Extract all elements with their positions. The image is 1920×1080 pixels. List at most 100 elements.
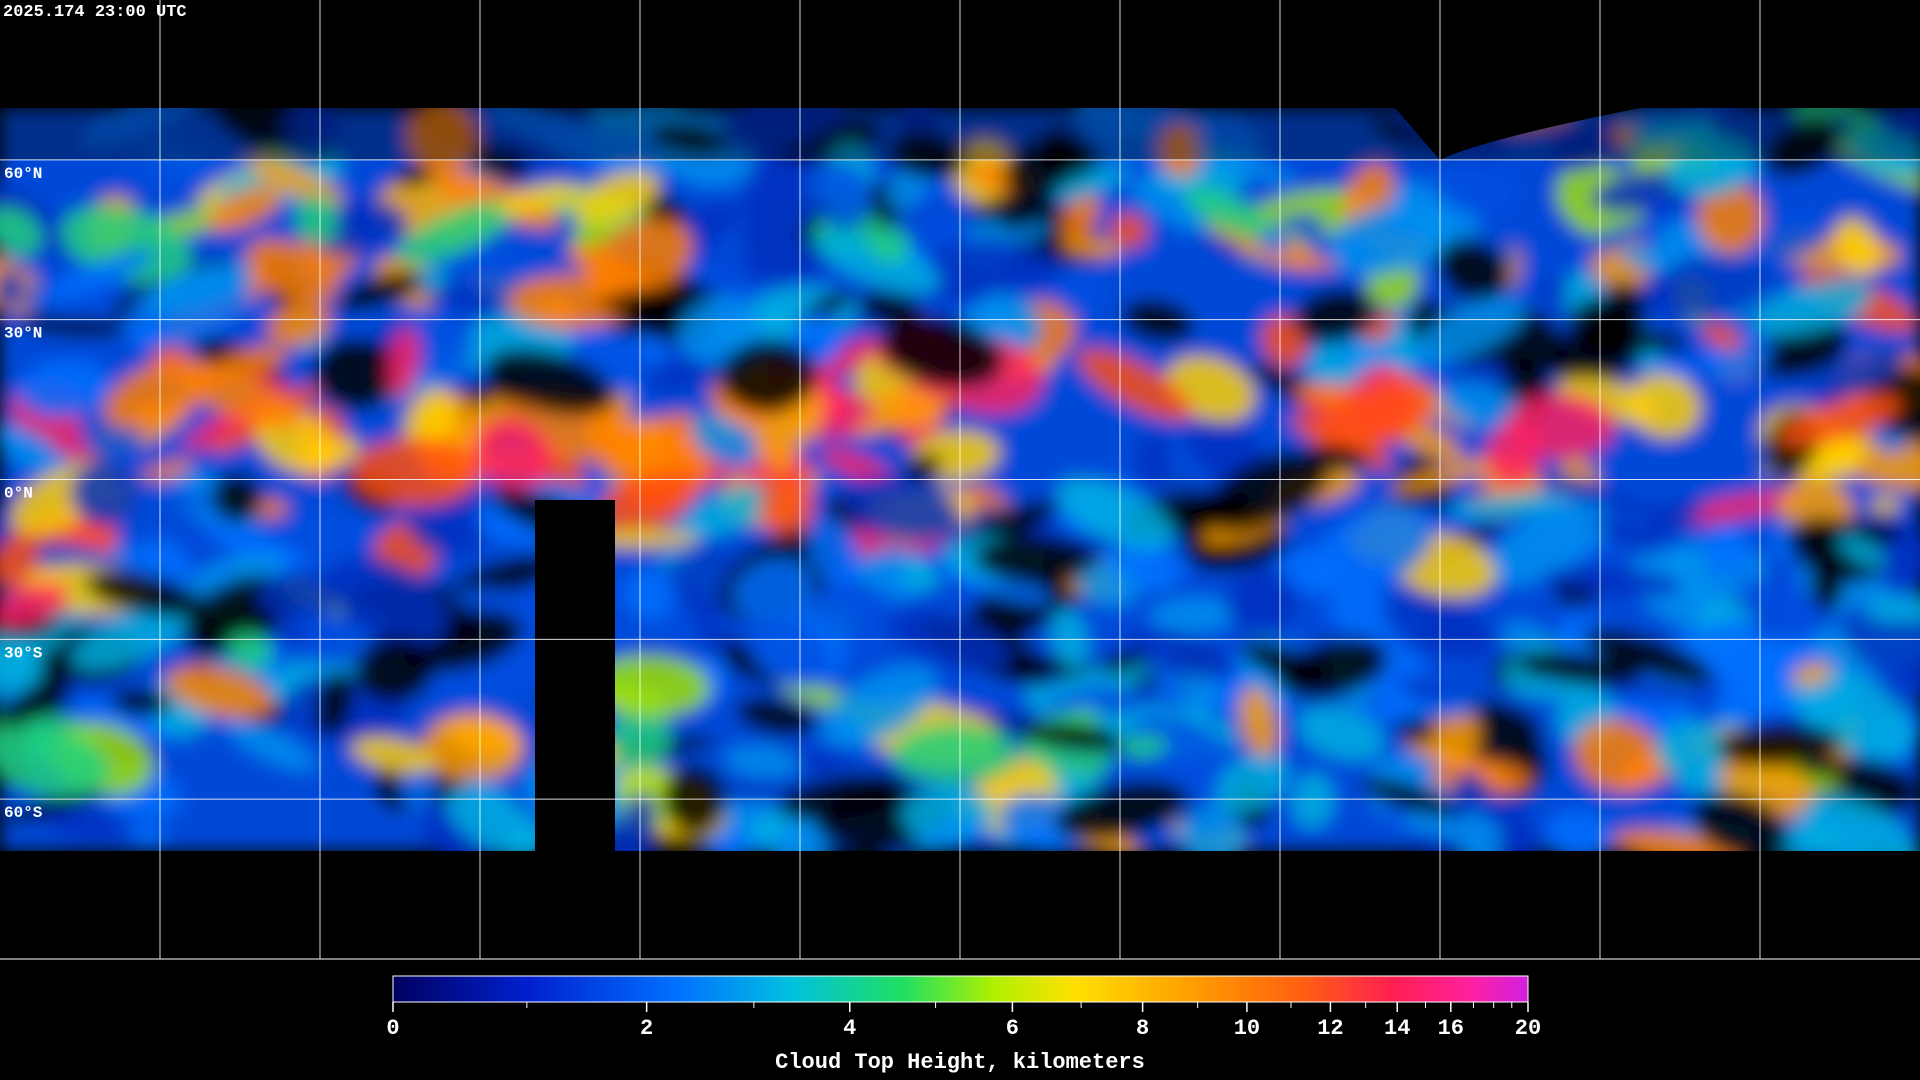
cloud [1834,216,1880,276]
cloud [71,601,196,671]
colorbar-tick-label: 12 [1317,1016,1343,1041]
cloud [600,285,717,313]
cloud [1293,288,1377,344]
cloud [1779,394,1901,447]
cloud [1098,652,1146,672]
cloud [60,205,192,283]
cloud [354,637,434,703]
cloud [736,697,817,736]
cloud [227,630,272,669]
cloud [892,723,1017,785]
cloud [81,108,206,146]
cloud [0,723,110,798]
cloud [0,208,44,256]
cloud [45,250,155,299]
cloud [402,304,474,379]
cloud [1077,564,1139,608]
cloud [225,719,316,772]
cloud [1241,641,1329,684]
cloud [650,124,728,154]
cloud [1149,597,1238,635]
cloud [1605,683,1725,702]
cloud [1056,478,1175,550]
cloud [247,157,344,205]
cloud [1788,517,1885,583]
cloud [676,483,783,540]
cloud [295,194,341,244]
cloud [1439,381,1524,430]
cloud [1583,628,1714,684]
cloud [1436,239,1510,301]
cloud [573,171,660,225]
cloud [1546,810,1611,851]
cloud [584,218,693,304]
cloud [533,129,666,162]
cloud [327,556,449,647]
cloud [1486,421,1542,487]
cloud [1362,700,1483,722]
cloud [1291,772,1335,829]
cloud [422,712,524,782]
cloud [210,473,263,523]
cloud [1019,722,1133,752]
cloud [312,337,401,411]
cloud [84,570,203,617]
cloud [719,339,818,413]
cloud [1837,534,1887,568]
cloud [754,420,799,471]
cloud [445,787,545,851]
cloud [590,655,710,718]
cloud [396,199,517,266]
colorbar-ticks: 0 2 4 6 8 10 12 14 16 20 [386,1002,1541,1041]
cloud [965,569,1070,645]
colorbar-tick-label: 20 [1515,1016,1541,1041]
cloud [1053,165,1128,202]
cloud [1863,367,1920,441]
cloud [599,413,717,481]
cloud [1864,595,1920,623]
cloud [1697,181,1764,254]
cloud [132,824,166,851]
cloud [974,535,1100,584]
cloud [403,387,456,453]
cloud [1382,592,1496,660]
cloud [1051,261,1104,315]
colorbar-tick-label: 16 [1438,1016,1464,1041]
cloud [142,261,256,315]
cloud [1888,108,1920,145]
cloud [336,272,423,312]
colorbar-tick-label: 8 [1136,1016,1149,1041]
cloud [841,475,961,542]
colorbar-tick-label: 6 [1006,1016,1019,1041]
cloud [1159,122,1202,177]
cloud [1127,715,1245,798]
cloud [1215,753,1289,813]
cloud [1692,792,1789,851]
cloud [1486,500,1613,586]
cloud [0,269,26,308]
cloud [1416,297,1526,362]
latitude-label: 30°N [4,325,42,343]
timestamp: 2025.174 23:00 UTC [3,3,187,22]
cloud [1643,254,1772,319]
cloud [1574,719,1661,793]
latitude-label: 0°N [4,485,33,503]
cloud [815,230,939,295]
cloud [1037,685,1119,716]
colorbar-tick-label: 0 [386,1016,399,1041]
cloud [258,568,344,622]
cloud [1428,155,1517,217]
cloud [897,108,939,142]
cloud [1627,373,1702,438]
cloud [1195,232,1244,260]
cloud [1258,229,1290,254]
cloud [116,476,216,510]
cloud [820,664,938,747]
cloud [207,185,282,232]
cloud [911,812,989,851]
cloud [165,665,273,719]
cloud [1121,735,1168,758]
cloud [1132,432,1174,489]
cloud [351,736,436,774]
cloud [878,316,1004,389]
